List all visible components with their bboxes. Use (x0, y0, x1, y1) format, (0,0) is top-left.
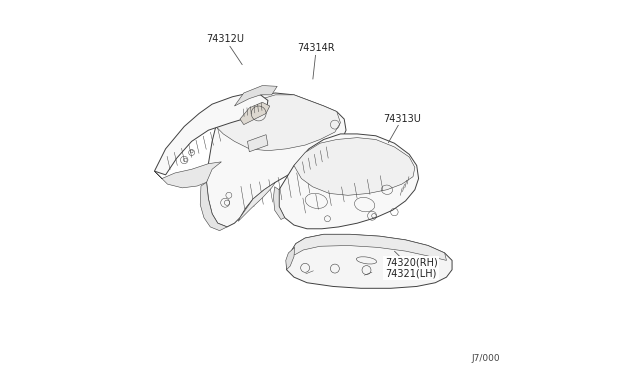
Text: 74320(RH)
74321(LH): 74320(RH) 74321(LH) (385, 257, 438, 279)
Text: 74314R: 74314R (298, 44, 335, 53)
Polygon shape (200, 182, 227, 231)
Polygon shape (291, 234, 447, 260)
Polygon shape (154, 162, 221, 188)
Polygon shape (234, 86, 277, 106)
Polygon shape (286, 247, 294, 270)
Text: 74312U: 74312U (206, 34, 244, 44)
Polygon shape (294, 138, 415, 195)
Polygon shape (207, 93, 346, 227)
Polygon shape (279, 134, 419, 229)
Polygon shape (248, 135, 268, 152)
Polygon shape (154, 93, 268, 175)
Text: J7/000: J7/000 (472, 354, 500, 363)
Polygon shape (238, 182, 275, 221)
Polygon shape (216, 95, 340, 151)
Polygon shape (240, 102, 270, 125)
Text: 74313U: 74313U (383, 114, 420, 124)
Polygon shape (287, 234, 452, 288)
Polygon shape (273, 187, 285, 219)
